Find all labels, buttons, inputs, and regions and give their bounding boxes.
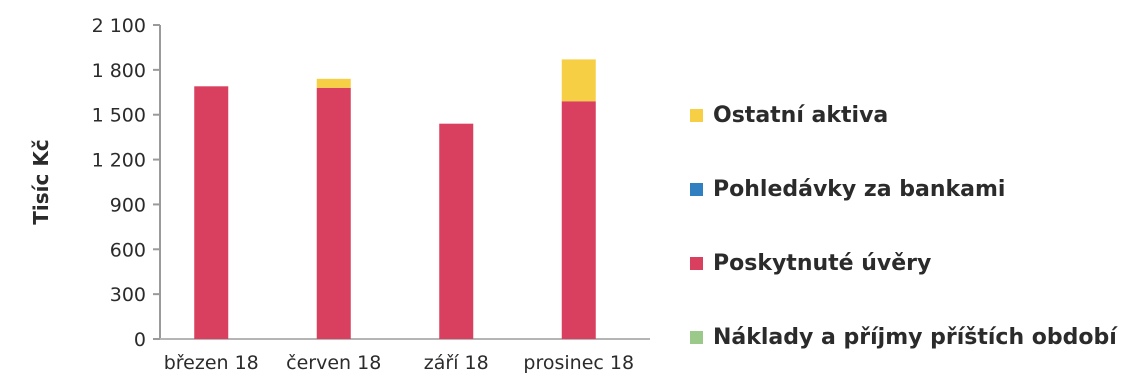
y-tick-label: 2 100 bbox=[92, 15, 146, 37]
y-tick-label: 0 bbox=[134, 329, 146, 351]
y-tick-label: 1 200 bbox=[92, 150, 146, 172]
y-tick-label: 900 bbox=[110, 194, 146, 216]
bar-segment bbox=[439, 123, 474, 339]
bar-segment bbox=[561, 101, 596, 339]
x-tick-label: březen 18 bbox=[164, 352, 259, 374]
legend-item-pohledavky-za-bankami: Pohledávky za bankami bbox=[690, 152, 1120, 226]
legend-item-ostatni-aktiva: Ostatní aktiva bbox=[690, 78, 1120, 152]
x-tick-labels: březen 18 červen 18 září 18 prosinec 18 bbox=[164, 352, 634, 374]
y-tick-label: 1 800 bbox=[92, 60, 146, 82]
legend-label: Pohledávky za bankami bbox=[713, 176, 1006, 202]
legend-item-naklady-a-prijmy: Náklady a příjmy příštích období bbox=[690, 300, 1120, 374]
chart-plot: 0 300 600 900 1 200 1 500 1 800 2 100 březen 18… bbox=[29, 15, 650, 374]
legend: Ostatní aktiva Pohledávky za bankami Pos… bbox=[690, 78, 1120, 374]
x-tick-label: červen 18 bbox=[286, 352, 381, 374]
x-tick-label: září 18 bbox=[424, 352, 489, 374]
legend-swatch bbox=[690, 256, 703, 270]
bar-segment bbox=[561, 59, 596, 102]
legend-swatch bbox=[690, 330, 703, 344]
y-axis-label: Tisíc Kč bbox=[29, 139, 53, 224]
legend-label: Ostatní aktiva bbox=[713, 102, 889, 128]
legend-label: Náklady a příjmy příštích období bbox=[713, 324, 1117, 350]
y-tick-label: 300 bbox=[110, 284, 146, 306]
legend-swatch bbox=[690, 182, 703, 196]
y-tick-labels: 0 300 600 900 1 200 1 500 1 800 2 100 bbox=[92, 15, 160, 351]
bars bbox=[194, 59, 596, 339]
legend-item-poskytnute-uvery: Poskytnuté úvěry bbox=[690, 226, 1120, 300]
bar-segment bbox=[316, 78, 351, 88]
bar-segment bbox=[316, 87, 351, 339]
y-tick-label: 600 bbox=[110, 239, 146, 261]
y-tick-label: 1 500 bbox=[92, 105, 146, 127]
legend-label: Poskytnuté úvěry bbox=[713, 250, 932, 276]
bar-segment bbox=[194, 86, 229, 339]
legend-swatch bbox=[690, 108, 703, 122]
x-tick-label: prosinec 18 bbox=[523, 352, 634, 374]
